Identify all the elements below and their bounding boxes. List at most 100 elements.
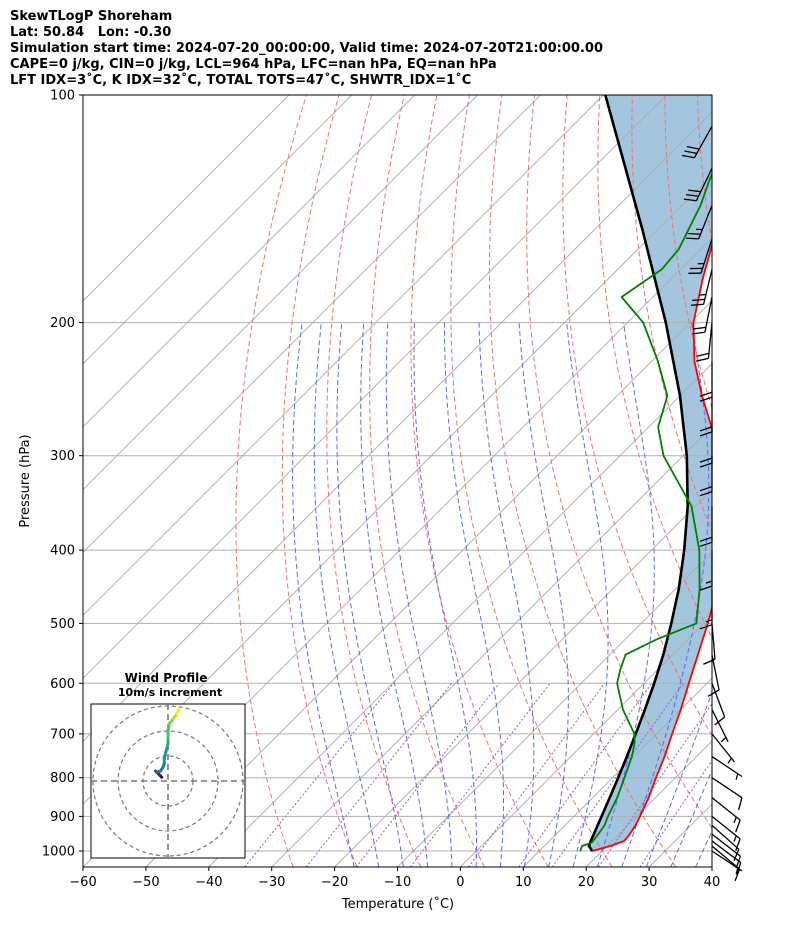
wind-barb (711, 797, 741, 833)
wind-barb (681, 125, 713, 159)
wind-barb-full (685, 237, 699, 240)
wind-barb-full (733, 849, 740, 862)
wind-barb-full (699, 391, 713, 397)
wind-barb-staff (700, 238, 713, 274)
y-tick-label: 1000 (42, 844, 75, 859)
wind-barb-staff (711, 824, 740, 850)
isotherm-line (460, 614, 712, 867)
wind-barb-full (699, 486, 713, 492)
isotherm-line (83, 111, 712, 742)
y-tick-label: 800 (50, 771, 75, 786)
indices-line-2: LFT IDX=3˚C, K IDX=32˚C, TOTAL TOTS=47˚C… (10, 73, 472, 88)
wind-barb-full (735, 856, 742, 869)
isotherm-line (711, 866, 712, 867)
isotherm-line (83, 95, 353, 365)
dry-adiabat-line (730, 95, 794, 867)
wind-barb-half (733, 816, 737, 824)
indices-line-1: CAPE=0 j/kg, CIN=0 j/kg, LCL=964 hPa, LF… (10, 57, 497, 72)
x-tick-label: 10 (515, 875, 532, 890)
hodograph-segment (176, 707, 181, 713)
wind-barb (711, 840, 742, 875)
mixing-ratio-line (355, 682, 500, 867)
figure-header: SkewTLogP Shoreham Lat: 50.84 Lon: -0.30… (10, 9, 790, 89)
cin-area (588, 95, 712, 851)
wind-barb (699, 427, 713, 468)
wind-barb-staff (711, 840, 742, 864)
moist-adiabat-line (385, 322, 453, 867)
wind-barb-full (699, 585, 713, 591)
wind-barb (711, 824, 740, 862)
isotherm-line (83, 95, 478, 491)
wind-barb-staff (711, 815, 741, 840)
y-tick-label: 600 (50, 677, 75, 692)
wind-barb-full (696, 352, 710, 357)
wind-barb (711, 683, 726, 726)
wind-barb (688, 238, 713, 274)
x-tick-label: −30 (258, 875, 285, 890)
wind-barb-full (690, 303, 704, 306)
wind-barb-full (693, 326, 707, 330)
wind-barb-staff (707, 322, 713, 359)
wind-barb-full (735, 838, 741, 851)
moist-adiabat-line (670, 769, 712, 867)
wind-barb-full (692, 298, 705, 302)
lat-lon: Lat: 50.84 Lon: -0.30 (10, 25, 172, 40)
mixing-ratio-line (305, 682, 452, 867)
cin-shaded-region (588, 95, 712, 851)
wind-barb (711, 733, 735, 764)
dry-adiabat-line (562, 95, 712, 737)
x-axis-label: Temperature (˚C) (341, 896, 454, 912)
wind-barb-full (735, 819, 741, 833)
dry-adiabat-line (369, 95, 485, 867)
profile-lines (579, 95, 712, 852)
dry-adiabat-line (281, 95, 358, 867)
y-tick-label: 100 (50, 89, 75, 104)
isotherm-line (334, 488, 712, 867)
y-tick-label: 300 (50, 449, 75, 464)
wind-barb-full (699, 541, 713, 547)
wind-barb-half (727, 757, 732, 764)
x-tick-label: −10 (384, 875, 411, 890)
wind-barb (711, 755, 743, 780)
x-tick-label: 0 (456, 875, 464, 890)
wind-barb-half (735, 868, 739, 875)
wind-barb (699, 506, 713, 547)
isotherm-line (83, 95, 416, 428)
moist-adiabat-line (478, 322, 535, 867)
wind-barb-full (699, 431, 713, 437)
wind-barb-staff (711, 777, 743, 799)
wind-barb-half (720, 736, 727, 743)
dry-adiabat-line (326, 95, 422, 867)
dry-adiabat-line (488, 95, 677, 867)
wind-barb-full (737, 797, 743, 811)
isotherm-line (145, 300, 712, 867)
dry-adiabat-line (526, 95, 712, 829)
wind-barb (699, 361, 713, 402)
wind-barb (683, 167, 713, 202)
wind-barb (711, 709, 729, 743)
dewpoint-line (579, 171, 712, 852)
x-tick-label: −20 (321, 875, 348, 890)
wind-barb (699, 588, 713, 630)
x-tick-label: −60 (69, 875, 96, 890)
y-tick-label: 200 (50, 316, 75, 331)
wind-barb-staff (693, 125, 713, 159)
wind-barbs (681, 125, 743, 882)
isotherm-line (83, 95, 541, 554)
isotherm-line (83, 95, 667, 679)
wind-barb-staff (711, 623, 716, 660)
isotherm-line (83, 95, 290, 302)
dry-adiabat-line (450, 95, 613, 867)
x-tick-label: −40 (195, 875, 222, 890)
mixing-ratio-line (468, 683, 606, 867)
moist-adiabat-line (645, 690, 712, 867)
wind-barb-full (685, 193, 699, 197)
hodograph-title: Wind Profile (125, 671, 208, 685)
isotherm-line (271, 426, 712, 867)
wind-barb-full (736, 862, 742, 875)
wind-barb (711, 833, 742, 869)
wind-barb-full (684, 150, 697, 154)
dry-adiabat-line (597, 95, 712, 639)
